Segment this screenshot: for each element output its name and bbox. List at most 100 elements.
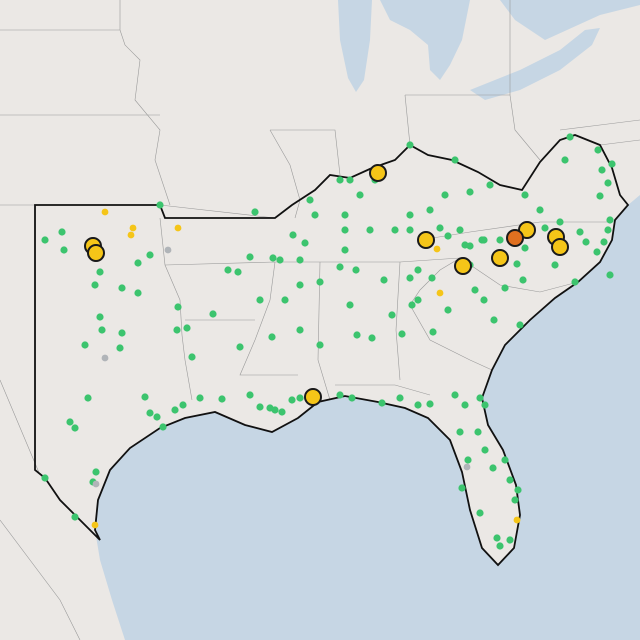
marker[interactable]: [519, 276, 527, 284]
marker[interactable]: [551, 261, 559, 269]
marker[interactable]: [101, 354, 109, 362]
marker[interactable]: [353, 331, 361, 339]
marker[interactable]: [271, 406, 279, 414]
marker[interactable]: [511, 496, 519, 504]
large-marker[interactable]: [369, 164, 387, 182]
marker[interactable]: [96, 268, 104, 276]
marker[interactable]: [474, 428, 482, 436]
marker[interactable]: [92, 480, 100, 488]
marker[interactable]: [513, 260, 521, 268]
marker[interactable]: [92, 468, 100, 476]
marker[interactable]: [478, 236, 486, 244]
marker[interactable]: [566, 133, 574, 141]
marker[interactable]: [378, 399, 386, 407]
marker[interactable]: [582, 238, 590, 246]
marker[interactable]: [118, 329, 126, 337]
marker[interactable]: [164, 246, 172, 254]
marker[interactable]: [224, 266, 232, 274]
marker[interactable]: [408, 301, 416, 309]
marker[interactable]: [514, 486, 522, 494]
marker[interactable]: [406, 274, 414, 282]
marker[interactable]: [129, 224, 137, 232]
marker[interactable]: [428, 274, 436, 282]
marker[interactable]: [174, 303, 182, 311]
marker[interactable]: [41, 236, 49, 244]
marker[interactable]: [336, 391, 344, 399]
marker[interactable]: [604, 179, 612, 187]
marker[interactable]: [501, 284, 509, 292]
marker[interactable]: [316, 278, 324, 286]
marker[interactable]: [604, 226, 612, 234]
marker[interactable]: [426, 206, 434, 214]
marker[interactable]: [598, 166, 606, 174]
large-marker[interactable]: [304, 388, 322, 406]
marker[interactable]: [414, 296, 422, 304]
marker[interactable]: [296, 394, 304, 402]
marker[interactable]: [476, 394, 484, 402]
marker[interactable]: [251, 208, 259, 216]
marker[interactable]: [516, 321, 524, 329]
marker[interactable]: [429, 328, 437, 336]
marker[interactable]: [456, 226, 464, 234]
marker[interactable]: [341, 226, 349, 234]
marker[interactable]: [466, 188, 474, 196]
marker[interactable]: [414, 401, 422, 409]
marker[interactable]: [236, 343, 244, 351]
marker[interactable]: [311, 211, 319, 219]
marker[interactable]: [561, 156, 569, 164]
marker[interactable]: [159, 423, 167, 431]
marker[interactable]: [146, 409, 154, 417]
marker[interactable]: [480, 296, 488, 304]
marker[interactable]: [451, 156, 459, 164]
marker[interactable]: [606, 271, 614, 279]
marker[interactable]: [406, 141, 414, 149]
marker[interactable]: [388, 311, 396, 319]
marker[interactable]: [398, 330, 406, 338]
marker[interactable]: [352, 266, 360, 274]
marker[interactable]: [276, 256, 284, 264]
marker[interactable]: [521, 191, 529, 199]
marker[interactable]: [281, 296, 289, 304]
marker[interactable]: [441, 191, 449, 199]
marker[interactable]: [594, 146, 602, 154]
marker[interactable]: [234, 268, 242, 276]
marker[interactable]: [426, 400, 434, 408]
marker[interactable]: [463, 463, 471, 471]
marker[interactable]: [606, 216, 614, 224]
marker[interactable]: [141, 393, 149, 401]
marker[interactable]: [596, 192, 604, 200]
marker[interactable]: [346, 176, 354, 184]
marker[interactable]: [481, 446, 489, 454]
marker[interactable]: [296, 326, 304, 334]
marker[interactable]: [406, 211, 414, 219]
marker[interactable]: [464, 456, 472, 464]
large-marker[interactable]: [491, 249, 509, 267]
large-marker[interactable]: [551, 238, 569, 256]
marker[interactable]: [490, 316, 498, 324]
marker[interactable]: [536, 206, 544, 214]
large-marker[interactable]: [417, 231, 435, 249]
marker[interactable]: [116, 344, 124, 352]
marker[interactable]: [456, 428, 464, 436]
marker[interactable]: [288, 396, 296, 404]
marker[interactable]: [366, 226, 374, 234]
marker[interactable]: [268, 333, 276, 341]
marker[interactable]: [368, 334, 376, 342]
marker[interactable]: [406, 226, 414, 234]
marker[interactable]: [541, 224, 549, 232]
marker[interactable]: [60, 246, 68, 254]
marker[interactable]: [174, 224, 182, 232]
marker[interactable]: [316, 341, 324, 349]
marker[interactable]: [41, 474, 49, 482]
marker[interactable]: [576, 228, 584, 236]
marker[interactable]: [556, 218, 564, 226]
marker[interactable]: [436, 289, 444, 297]
marker[interactable]: [444, 306, 452, 314]
marker[interactable]: [269, 254, 277, 262]
marker[interactable]: [496, 542, 504, 550]
marker[interactable]: [341, 211, 349, 219]
marker[interactable]: [476, 509, 484, 517]
marker[interactable]: [336, 176, 344, 184]
marker[interactable]: [246, 391, 254, 399]
marker[interactable]: [246, 253, 254, 261]
